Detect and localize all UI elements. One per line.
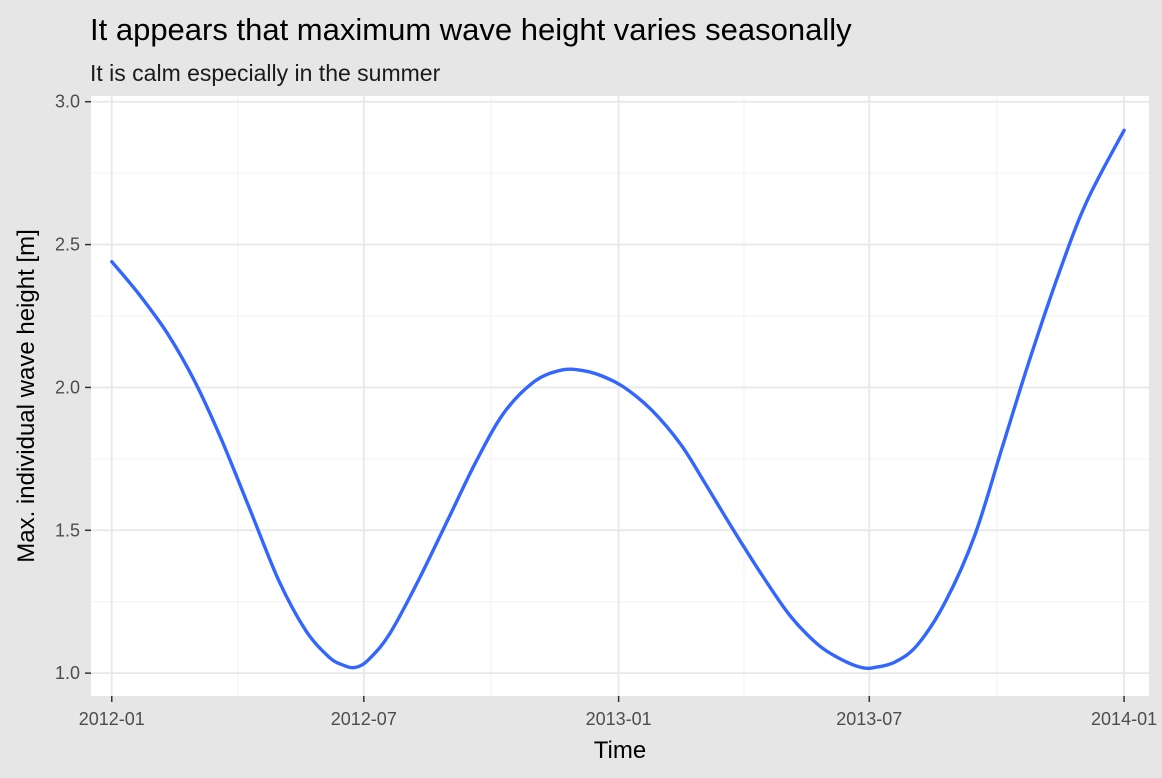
- y-axis-title: Max. individual wave height [m]: [13, 229, 40, 563]
- y-tick-label: 2.5: [55, 235, 80, 255]
- x-tick-label: 2013-01: [586, 709, 652, 729]
- x-axis-title: Time: [594, 737, 646, 764]
- x-tick-label: 2012-01: [79, 709, 145, 729]
- y-tick-label: 2.0: [55, 377, 80, 397]
- plot-panel: [91, 96, 1149, 696]
- x-axis: 2012-01 2012-07 2013-01 2013-07 2014-01: [79, 696, 1157, 729]
- chart-subtitle: It is calm especially in the summer: [90, 60, 441, 86]
- x-tick-label: 2013-07: [836, 709, 902, 729]
- y-tick-label: 1.5: [55, 520, 80, 540]
- y-axis: 1.0 1.5 2.0 2.5 3.0: [55, 92, 91, 683]
- x-tick-label: 2014-01: [1091, 709, 1157, 729]
- grid-lines: [91, 96, 1149, 696]
- series-line: [110, 128, 1126, 671]
- chart-title: It appears that maximum wave height vari…: [90, 12, 852, 47]
- y-tick-label: 3.0: [55, 92, 80, 112]
- x-tick-label: 2012-07: [331, 709, 397, 729]
- y-tick-label: 1.0: [55, 663, 80, 683]
- series-layer: [110, 128, 1126, 671]
